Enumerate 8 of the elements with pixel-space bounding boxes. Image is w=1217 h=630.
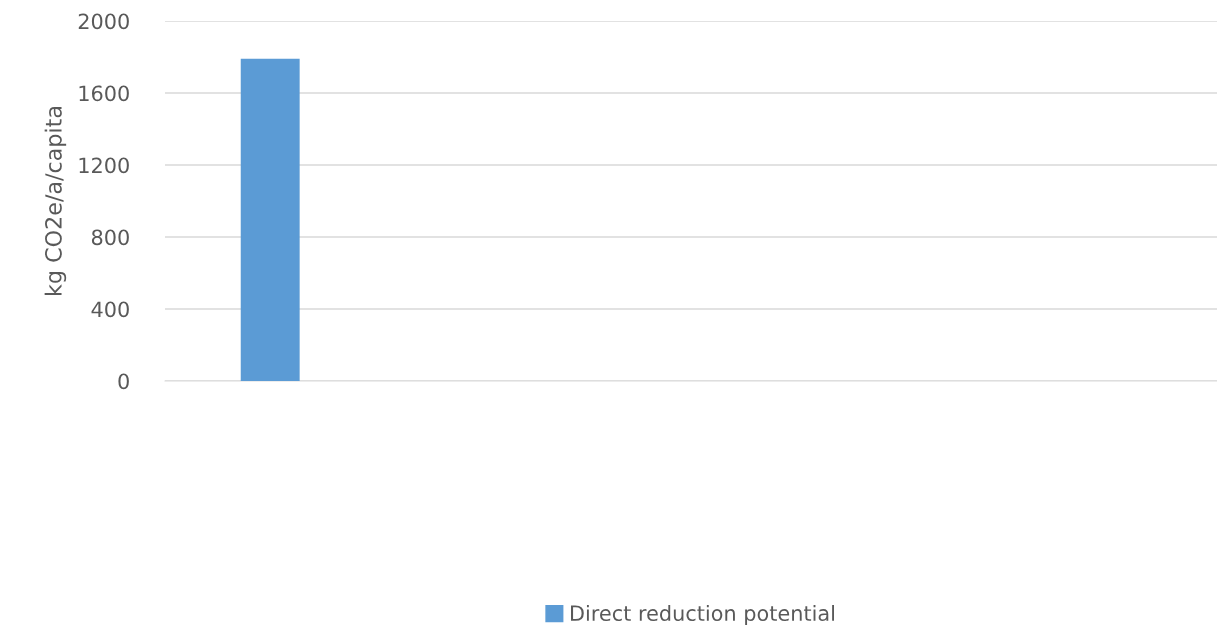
legend-label: Direct reduction potential: [571, 604, 834, 626]
y-tick-label: 1200: [79, 157, 129, 174]
y-axis-title: kg CO2e/a/capita: [44, 107, 67, 295]
y-tick-label: 1600: [79, 85, 129, 102]
y-tick-label: 2000: [78, 13, 129, 30]
y-tick-label: 800: [91, 229, 129, 246]
y-tick-label: 400: [91, 301, 129, 318]
y-tick-label: 0: [118, 373, 129, 390]
